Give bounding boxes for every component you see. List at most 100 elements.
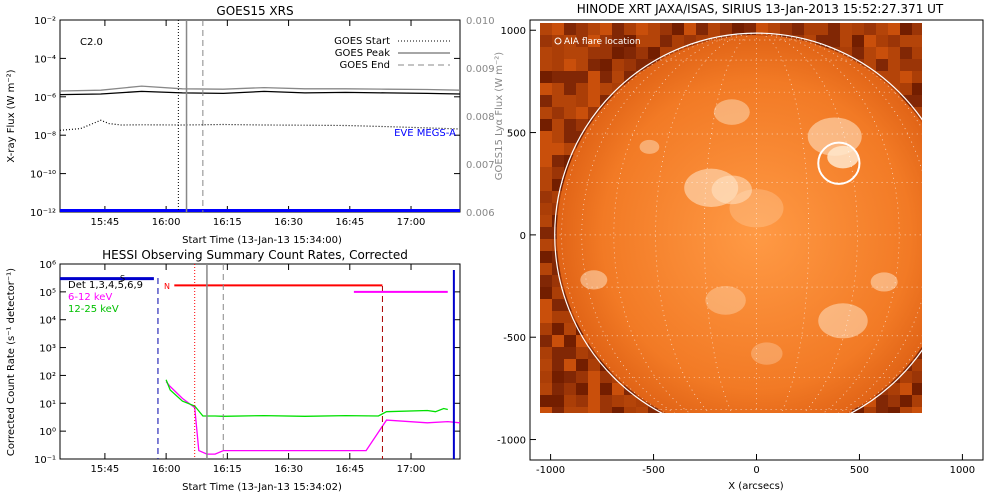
hessi-series <box>60 277 461 455</box>
active-region-9 <box>705 285 746 315</box>
x-tick-label: 16:30 <box>274 217 303 228</box>
mosaic-block <box>576 347 588 359</box>
mosaic-block <box>876 407 888 413</box>
mosaic-block <box>540 59 552 71</box>
mosaic-block <box>540 299 552 311</box>
mosaic-block <box>864 59 876 71</box>
mosaic-block <box>564 371 576 383</box>
y-tick-label: 10⁴ <box>39 316 56 327</box>
mosaic-block <box>624 35 636 47</box>
y-tick-label: 10⁻⁴ <box>34 54 56 65</box>
active-region-4 <box>827 145 859 169</box>
mosaic-block <box>540 191 552 203</box>
mosaic-block <box>576 95 588 107</box>
mosaic-block <box>552 131 564 143</box>
x-tick-label: 15:45 <box>90 464 119 475</box>
y-tick-label: 10⁻⁸ <box>34 131 56 142</box>
goes-panel: GOES15 XRS C2.0 10⁻² 10⁻⁴ 10⁻⁶ 10⁻⁸ 10⁻¹⁰ 10⁻… <box>6 4 505 246</box>
y-tick-label: 10² <box>39 371 56 382</box>
mosaic-block <box>912 95 922 107</box>
hessi-panel: HESSI Observing Summary Count Rates, Cor… <box>6 248 461 493</box>
hessi-legend: Det 1,3,4,5,6,9 6-12 keV 12-25 keV <box>68 280 143 315</box>
mosaic-block <box>852 23 864 35</box>
mosaic-block <box>816 23 828 35</box>
mosaic-block <box>612 383 624 395</box>
series-line-0 <box>165 381 461 455</box>
x-tick-label: 17:00 <box>397 217 426 228</box>
y2-tick-label: 0.010 <box>466 16 495 27</box>
mosaic-block <box>576 383 588 395</box>
y2-tick-label: 0.009 <box>466 64 495 75</box>
mosaic-block <box>636 23 648 35</box>
mosaic-block <box>912 23 922 35</box>
flare-location-circle <box>817 141 861 185</box>
y-tick-label: 10⁰ <box>39 427 56 438</box>
goes-eve-label: EVE MEGS-A <box>394 128 456 139</box>
mosaic-block <box>684 23 696 35</box>
mosaic-block <box>588 35 600 47</box>
mosaic-block <box>636 407 648 413</box>
active-region-5 <box>639 139 660 154</box>
hessi-flag-n: N <box>164 282 170 291</box>
mosaic-block <box>552 407 564 413</box>
mosaic-block <box>576 23 588 35</box>
goes-plot-frame <box>59 19 461 213</box>
y-tick-label: 0 <box>520 231 526 242</box>
goes-x-ticks: 15:45 16:00 16:15 16:30 16:45 17:00 <box>90 20 425 228</box>
mosaic-block <box>588 71 600 83</box>
mosaic-block <box>888 407 900 413</box>
xrt-x-ticks: -1000 -500 0 500 1000 <box>536 454 975 476</box>
mosaic-block <box>576 107 588 119</box>
mosaic-block <box>588 59 600 71</box>
mosaic-block <box>900 35 912 47</box>
xrt-x-label: X (arcsecs) <box>728 481 784 492</box>
mosaic-block <box>576 395 588 407</box>
mosaic-block <box>612 407 624 413</box>
mosaic-block <box>636 47 648 59</box>
mosaic-block <box>552 299 564 311</box>
mosaic-block <box>540 95 552 107</box>
mosaic-block <box>540 407 552 413</box>
xrt-image <box>540 23 922 413</box>
mosaic-block <box>540 311 552 323</box>
hessi-legend-6-12: 6-12 keV <box>68 292 112 303</box>
mosaic-block <box>552 119 564 131</box>
mosaic-block <box>552 143 564 155</box>
active-region-6 <box>580 270 608 290</box>
mosaic-block <box>612 23 624 35</box>
xrt-legend-symbol <box>554 37 562 45</box>
hessi-flag-s: S <box>120 274 125 283</box>
hessi-y-label: Corrected Count Rate (s⁻¹ detector⁻¹) <box>6 268 17 456</box>
mosaic-block <box>588 359 600 371</box>
mosaic-block <box>804 23 816 35</box>
mosaic-block <box>552 359 564 371</box>
mosaic-block <box>564 119 576 131</box>
mosaic-block <box>912 395 922 407</box>
mosaic-block <box>588 95 600 107</box>
x-tick-label: 16:00 <box>152 464 181 475</box>
goes-y2-label: GOES15 Lyα Flux (W m⁻²) <box>494 52 505 180</box>
mosaic-block <box>888 23 900 35</box>
mosaic-block <box>552 383 564 395</box>
x-tick-label: 16:45 <box>335 464 364 475</box>
mosaic-block <box>756 23 768 35</box>
mosaic-block <box>840 23 852 35</box>
mosaic-block <box>912 371 922 383</box>
mosaic-block <box>912 47 922 59</box>
goes-legend: GOES Start GOES Peak GOES End <box>334 36 450 71</box>
mosaic-block <box>912 407 922 413</box>
mosaic-block <box>888 395 900 407</box>
mosaic-block <box>624 407 636 413</box>
mosaic-block <box>588 371 600 383</box>
mosaic-block <box>540 395 552 407</box>
mosaic-block <box>852 35 864 47</box>
mosaic-block <box>600 59 612 71</box>
mosaic-block <box>660 35 672 47</box>
xrt-panel: HINODE XRT JAXA/ISAS, SIRIUS 13-Jan-2013… <box>497 2 984 492</box>
y-tick-label: 10³ <box>39 344 56 355</box>
mosaic-block <box>552 71 564 83</box>
mosaic-block <box>888 47 900 59</box>
x-tick-label: 16:00 <box>152 217 181 228</box>
mosaic-block <box>564 359 576 371</box>
y-tick-label: -1000 <box>497 436 526 447</box>
